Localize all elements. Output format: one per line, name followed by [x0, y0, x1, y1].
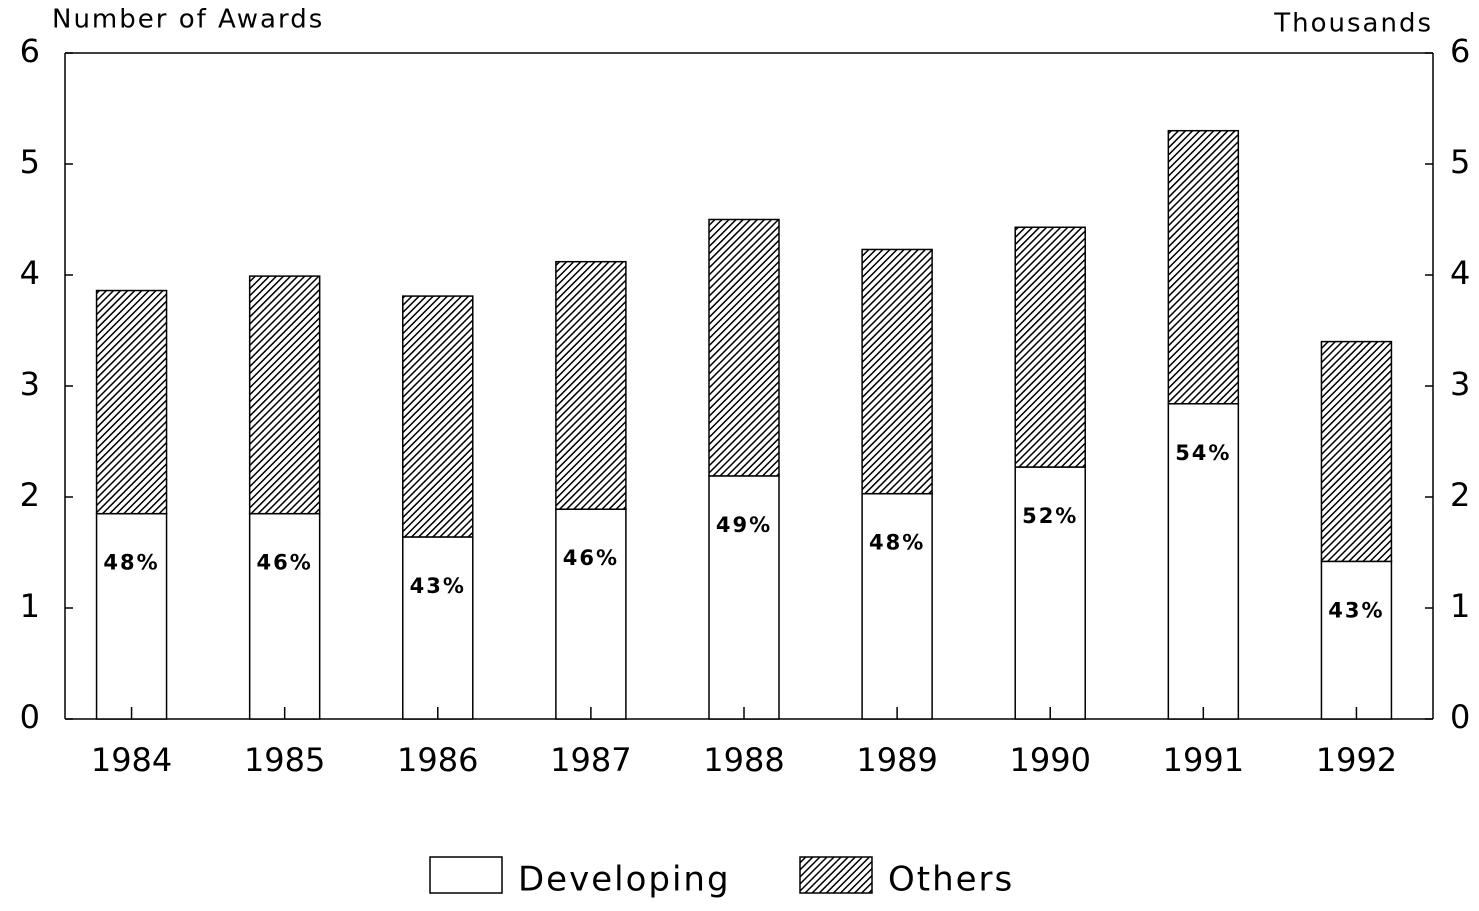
- y-tick-label: 2: [20, 476, 40, 514]
- legend-swatch: [429, 856, 503, 894]
- percent-label: 54%: [1175, 441, 1231, 465]
- bar-segment: [1320, 560, 1393, 720]
- y2-tick-label: 1: [1450, 587, 1470, 625]
- y-tick-label: 0: [20, 698, 40, 736]
- y-tick-label: 1: [20, 587, 40, 625]
- x-tick-label: 1991: [1163, 741, 1244, 779]
- bar-segment: [1014, 466, 1086, 720]
- percent-label: 43%: [1328, 598, 1384, 622]
- percent-label: 46%: [257, 551, 313, 575]
- legend-label: Others: [888, 860, 1014, 900]
- x-tick-label: 1987: [550, 741, 631, 779]
- percent-label: 46%: [563, 546, 619, 570]
- bar-segment: [555, 508, 627, 720]
- bar-segment: [861, 492, 933, 720]
- bar-segment: [1014, 226, 1086, 468]
- x-tick-label: 1984: [91, 741, 172, 779]
- x-tick-label: 1985: [244, 741, 325, 779]
- bar-segment: [861, 248, 933, 495]
- y2-tick-label: 0: [1450, 698, 1470, 736]
- x-tick-label: 1988: [703, 741, 784, 779]
- percent-label: 48%: [869, 531, 925, 555]
- bar-segment: [555, 260, 627, 510]
- bar-segment: [708, 218, 780, 477]
- legend-swatch: [799, 856, 873, 894]
- legend-label: Developing: [518, 860, 731, 900]
- y-tick-label: 5: [20, 143, 40, 181]
- bar-segment: [402, 536, 474, 720]
- y-tick-label: 6: [20, 32, 40, 70]
- x-tick-label: 1986: [397, 741, 478, 779]
- bar-segment: [95, 289, 168, 515]
- y-axis-label: Number of Awards: [52, 5, 324, 35]
- bar-segment: [1167, 129, 1240, 405]
- x-tick-label: 1992: [1316, 741, 1397, 779]
- y2-tick-label: 6: [1450, 32, 1470, 70]
- bar-segment: [1320, 340, 1393, 563]
- y-tick-label: 4: [20, 254, 40, 292]
- y2-tick-label: 2: [1450, 476, 1470, 514]
- y2-tick-label: 3: [1450, 365, 1470, 403]
- y-tick-label: 3: [20, 365, 40, 403]
- bar-segment: [95, 512, 168, 720]
- x-tick-label: 1990: [1010, 741, 1091, 779]
- percent-label: 52%: [1022, 504, 1078, 528]
- percent-label: 43%: [410, 574, 466, 598]
- y2-axis-label: Thousands: [1273, 9, 1433, 39]
- x-tick-label: 1989: [856, 741, 937, 779]
- bar-segment: [402, 295, 474, 538]
- bar-segment: [248, 512, 321, 720]
- percent-label: 48%: [103, 551, 159, 575]
- y2-tick-label: 5: [1450, 143, 1470, 181]
- y2-tick-label: 4: [1450, 254, 1470, 292]
- percent-label: 49%: [716, 513, 772, 537]
- bar-segment: [248, 275, 321, 515]
